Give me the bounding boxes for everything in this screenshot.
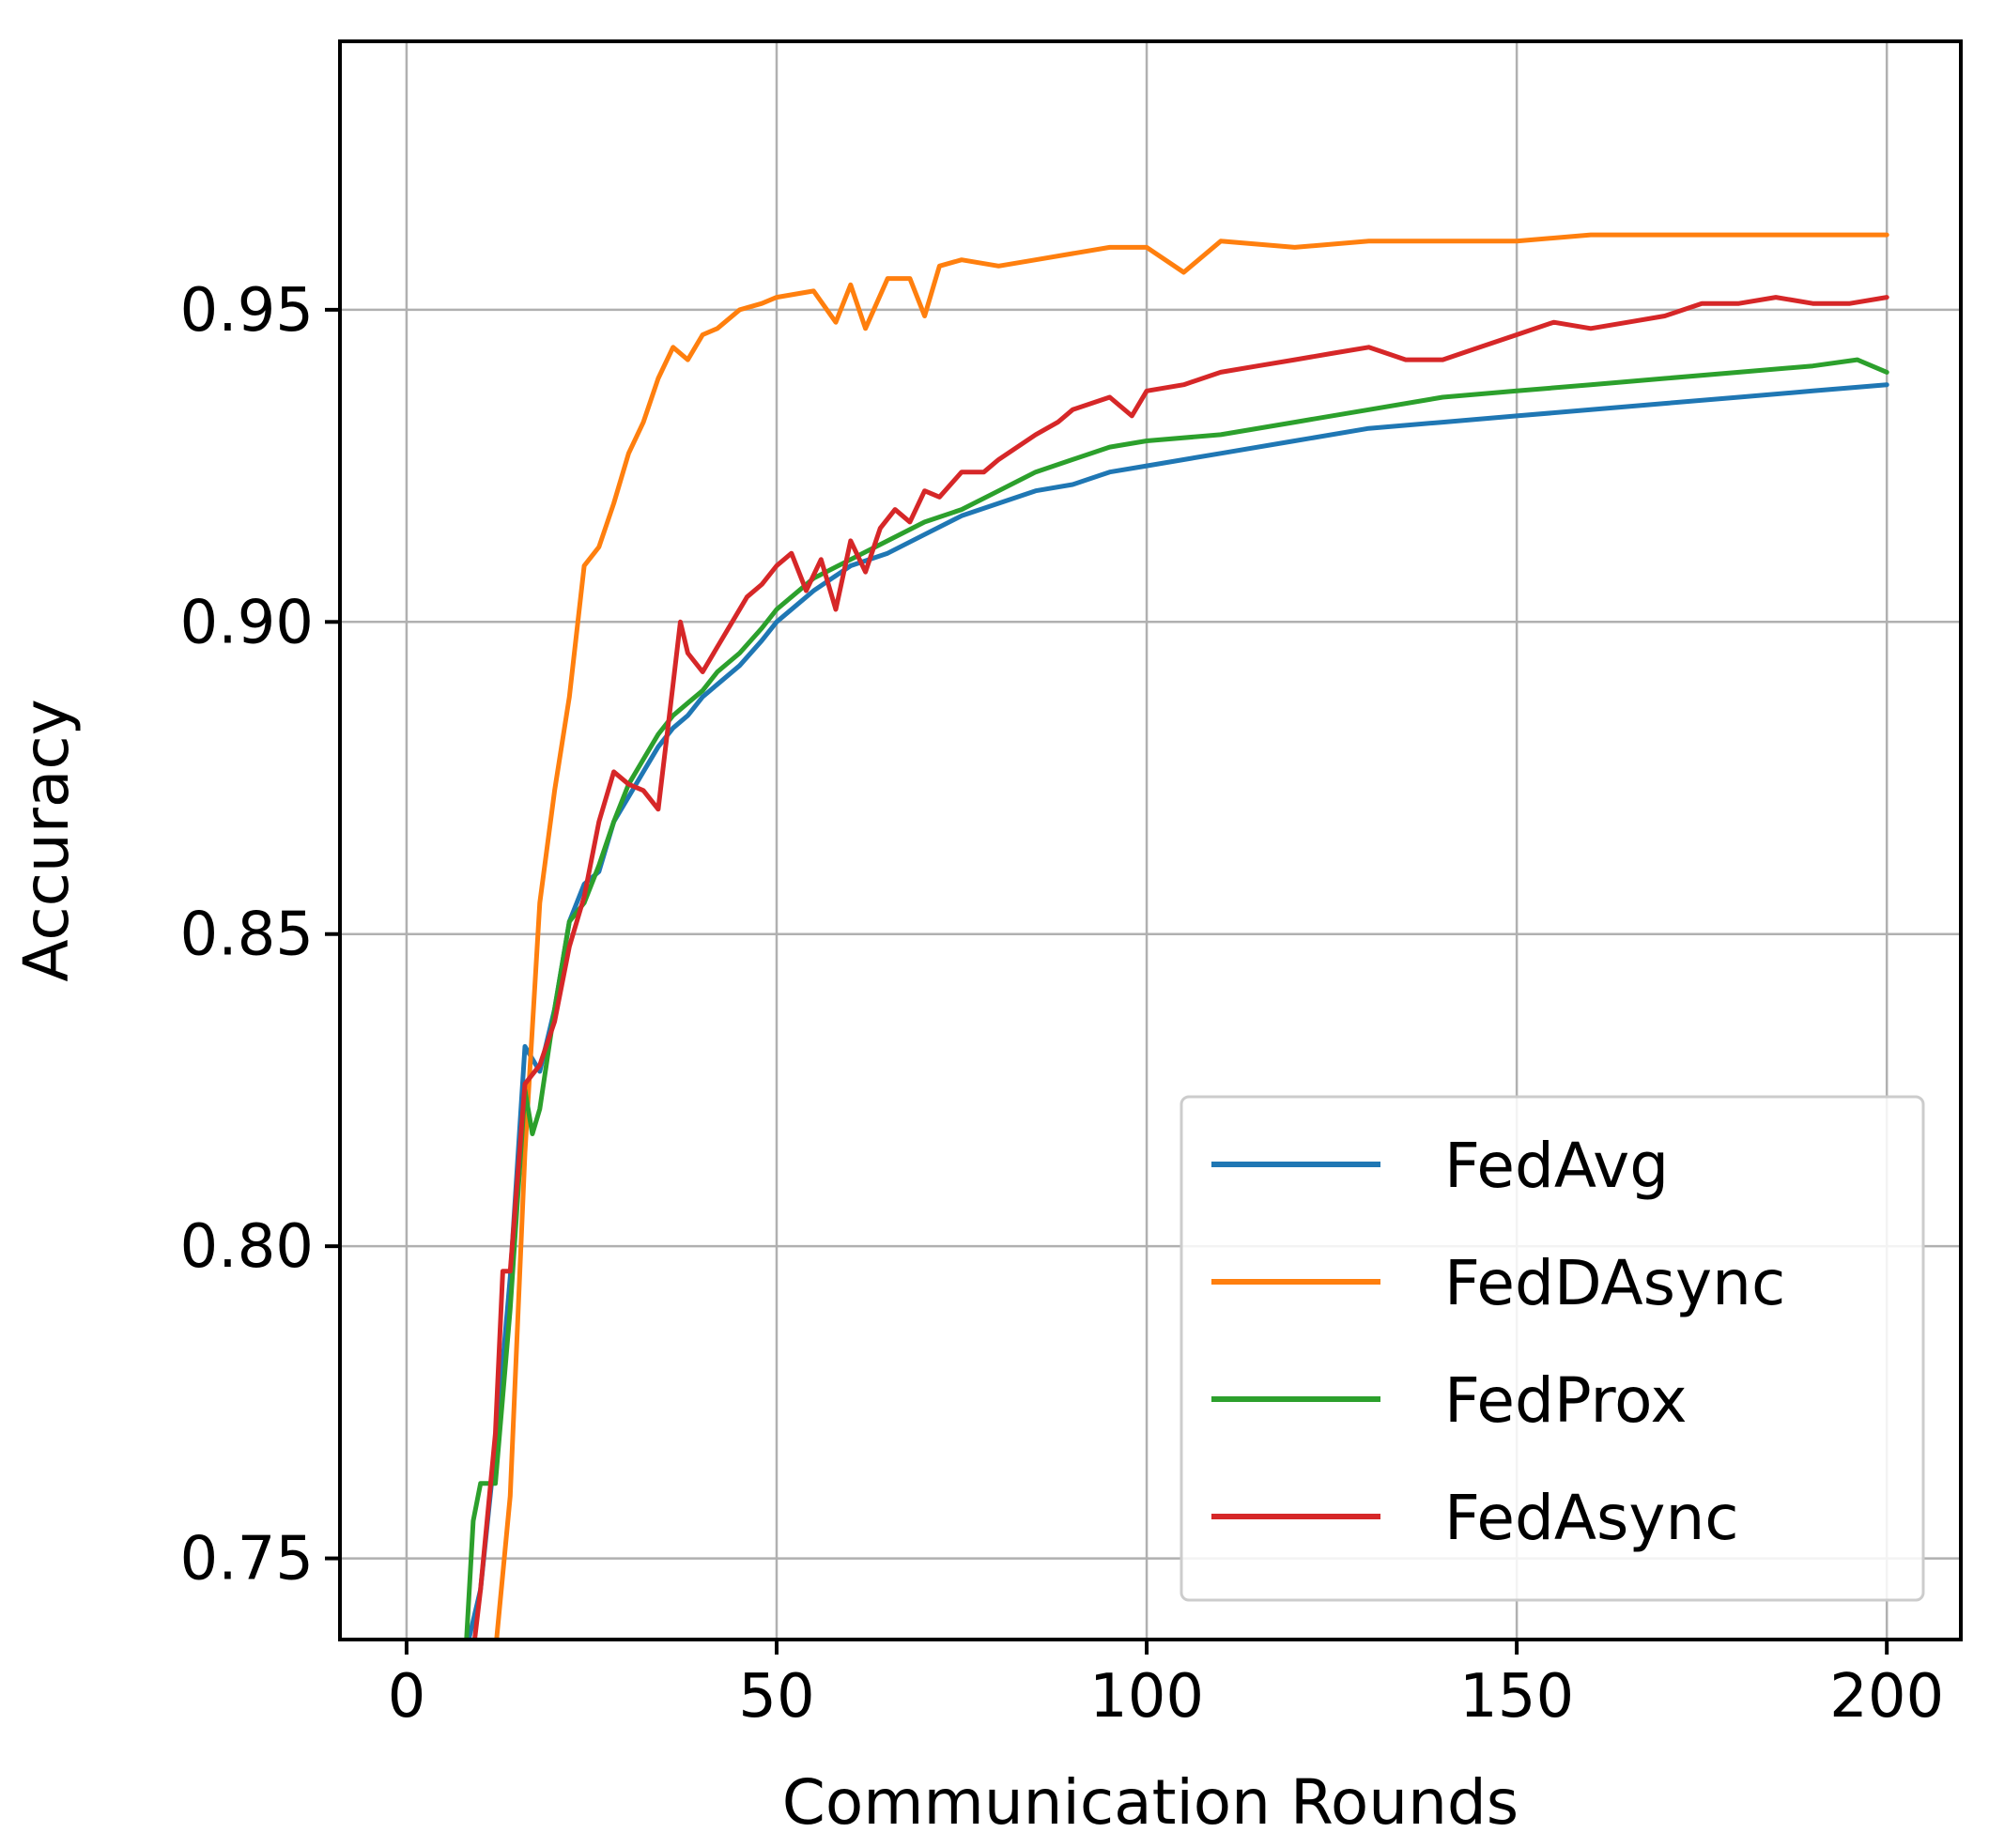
x-tick-label: 50	[738, 1662, 814, 1732]
legend-label-feddasync: FedDAsync	[1444, 1247, 1785, 1319]
series-line-feddasync	[494, 232, 1889, 1640]
axis-ticks: 0 50 100 150 200 0.75 0.80 0.85 0.90 0.95	[180, 276, 1945, 1732]
x-tick-label: 0	[388, 1662, 426, 1732]
legend-label-fedasync: FedAsync	[1444, 1482, 1739, 1554]
plot-frame	[338, 39, 1963, 1641]
x-tick-label: 200	[1829, 1662, 1944, 1732]
y-tick-label: 0.95	[180, 276, 315, 346]
legend-box	[1180, 1095, 1925, 1602]
y-tick-label: 0.90	[180, 588, 315, 657]
y-tick-label: 0.75	[180, 1525, 315, 1594]
series-line-fedasync	[471, 295, 1889, 1640]
x-tick-label: 100	[1089, 1662, 1204, 1732]
x-axis-title: Communication Rounds	[782, 1766, 1519, 1839]
legend-label-fedprox: FedProx	[1444, 1364, 1688, 1437]
y-tick-label: 0.85	[180, 901, 315, 970]
y-axis-title: Accuracy	[10, 699, 83, 981]
data-series	[464, 232, 1889, 1640]
x-tick-label: 150	[1459, 1662, 1574, 1732]
series-line-fedprox	[464, 357, 1889, 1640]
legend-label-fedavg: FedAvg	[1444, 1130, 1669, 1202]
y-tick-label: 0.80	[180, 1212, 315, 1282]
legend: FedAvg FedDAsync FedProx FedAsync	[1180, 1095, 1925, 1602]
